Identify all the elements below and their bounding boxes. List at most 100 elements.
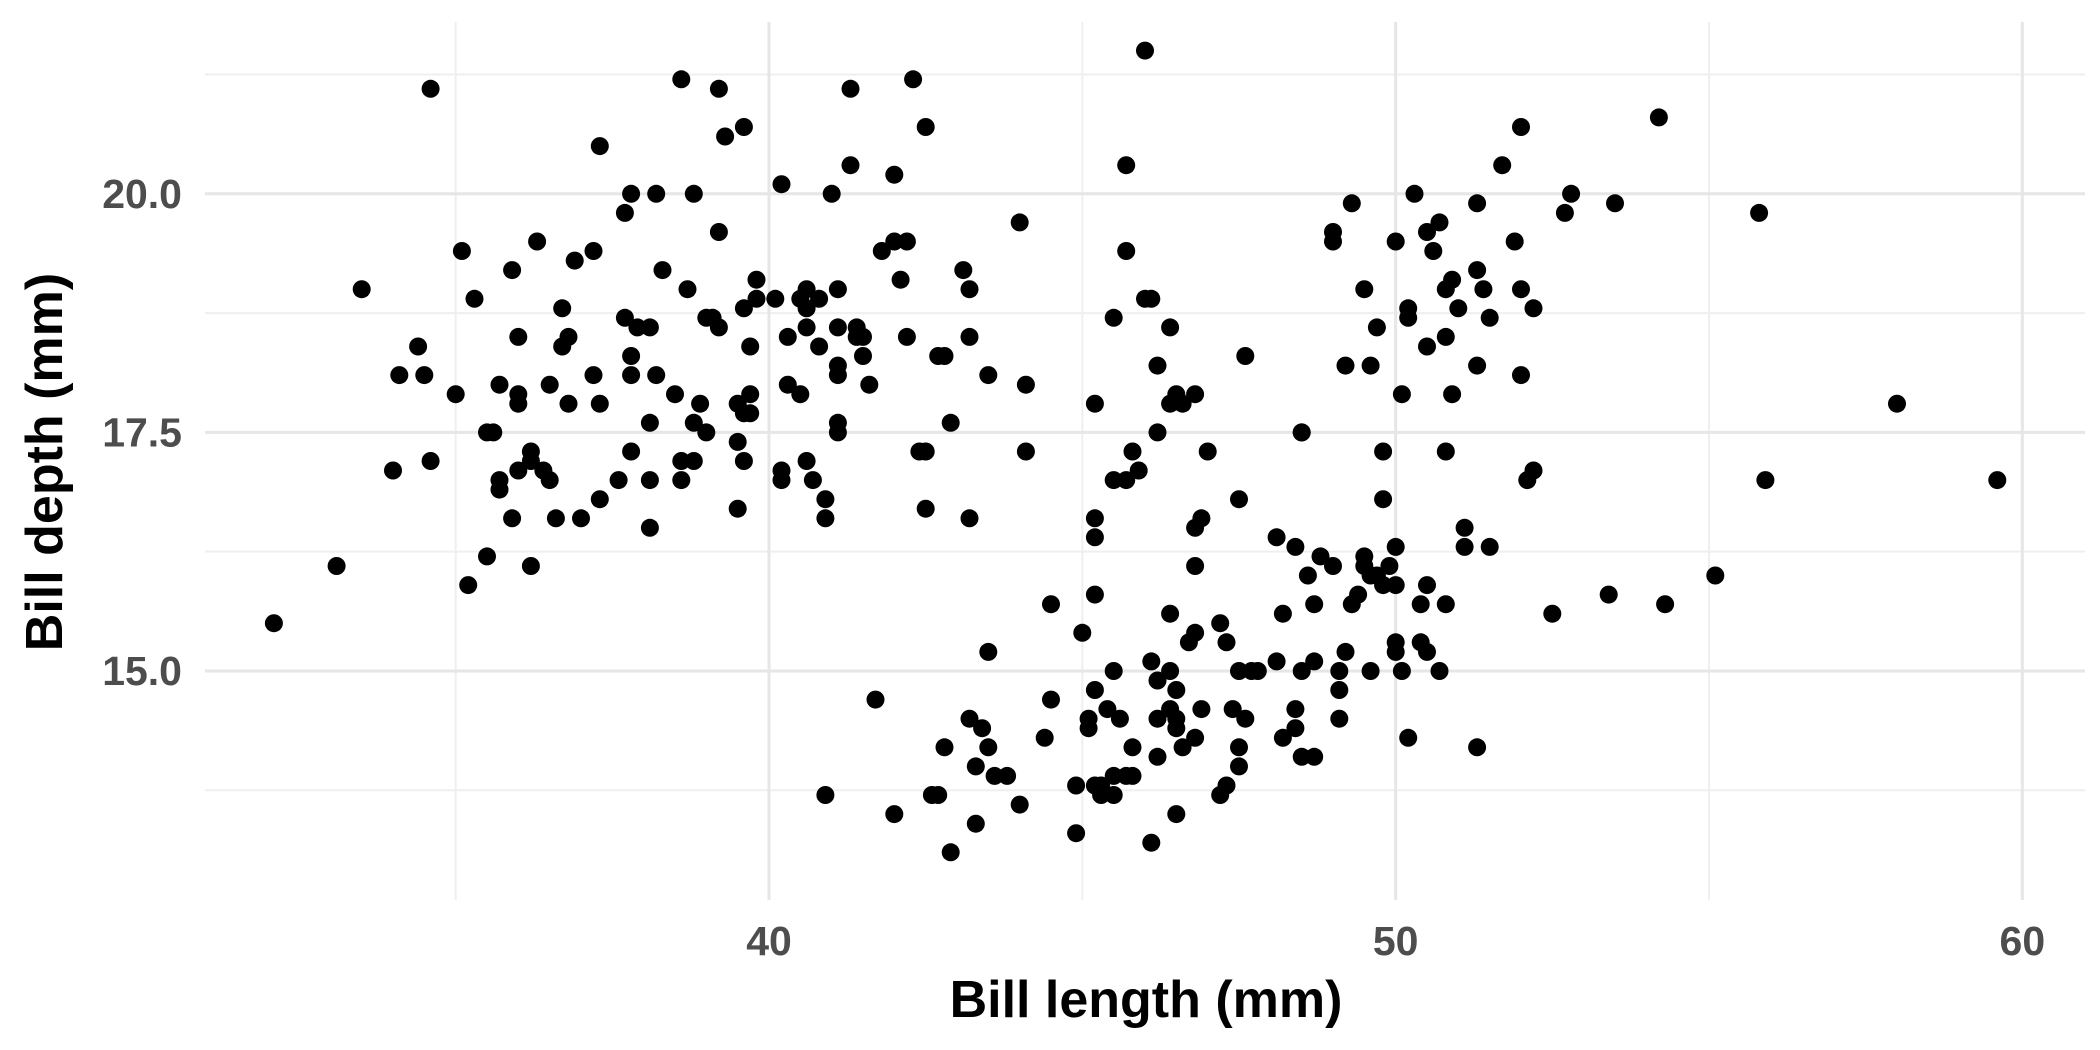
- y-tick-label: 17.5: [102, 409, 182, 455]
- data-point: [854, 327, 872, 346]
- data-point: [935, 738, 954, 757]
- data-point: [1988, 471, 2007, 490]
- data-point: [1104, 308, 1123, 327]
- data-point: [1161, 604, 1180, 623]
- data-point: [816, 509, 835, 528]
- data-point: [1468, 194, 1487, 213]
- data-point: [465, 289, 484, 308]
- data-point: [960, 280, 979, 299]
- data-point: [540, 471, 559, 490]
- data-point: [1474, 280, 1493, 299]
- data-point: [1424, 242, 1443, 260]
- data-point: [866, 690, 885, 709]
- data-point: [1555, 203, 1574, 222]
- data-point: [628, 318, 647, 337]
- data-point: [904, 70, 923, 89]
- data-point: [1286, 537, 1305, 556]
- data-point: [1305, 747, 1324, 766]
- data-point: [590, 394, 609, 413]
- data-point: [791, 385, 810, 404]
- data-point: [1449, 299, 1468, 318]
- data-point: [1386, 576, 1405, 595]
- data-point: [1167, 681, 1186, 699]
- data-point: [1085, 528, 1104, 547]
- data-point: [1148, 423, 1167, 442]
- data-point: [1292, 423, 1311, 442]
- data-point: [1298, 566, 1317, 585]
- data-point: [484, 423, 503, 442]
- data-point: [897, 327, 916, 346]
- data-point: [1117, 156, 1136, 175]
- data-point: [828, 280, 847, 299]
- x-tick-label: 50: [1373, 918, 1419, 964]
- data-point: [1361, 356, 1380, 375]
- data-point: [1468, 261, 1487, 280]
- data-point: [1599, 585, 1618, 604]
- data-point: [954, 261, 973, 280]
- data-point: [816, 786, 835, 804]
- data-point: [1198, 442, 1217, 461]
- y-axis-title: Bill depth (mm): [16, 273, 74, 651]
- data-point: [854, 347, 872, 365]
- data-point: [860, 375, 879, 394]
- data-point: [1286, 719, 1305, 738]
- data-point: [590, 137, 609, 156]
- data-point: [1273, 604, 1292, 623]
- data-point: [584, 242, 603, 260]
- data-point: [1292, 662, 1311, 680]
- data-point: [810, 289, 829, 308]
- data-point: [916, 118, 935, 136]
- data-point: [810, 337, 829, 356]
- data-point: [916, 442, 935, 461]
- data-point: [897, 232, 916, 251]
- data-point: [421, 79, 440, 98]
- data-point: [1016, 442, 1035, 461]
- data-point: [384, 461, 402, 480]
- data-point: [1480, 537, 1499, 556]
- data-point: [1392, 385, 1411, 404]
- data-point: [653, 261, 672, 280]
- data-point: [684, 452, 703, 470]
- data-point: [640, 318, 659, 337]
- data-point: [1186, 623, 1205, 642]
- data-point: [841, 79, 860, 98]
- data-point: [797, 280, 816, 299]
- data-point: [640, 518, 659, 537]
- data-point: [421, 452, 440, 470]
- data-point: [1543, 604, 1562, 623]
- data-point: [509, 327, 528, 346]
- data-point: [640, 413, 659, 432]
- data-point: [622, 442, 641, 461]
- data-point: [1123, 442, 1142, 461]
- x-tick-label: 60: [2000, 918, 2046, 964]
- data-point: [1142, 833, 1161, 852]
- data-point: [1142, 652, 1161, 671]
- data-point: [747, 270, 766, 289]
- data-point: [572, 509, 590, 528]
- data-point: [1129, 461, 1148, 480]
- data-point: [1888, 394, 1906, 413]
- data-point: [1512, 366, 1530, 385]
- data-point: [885, 165, 904, 184]
- data-point: [1161, 662, 1180, 680]
- data-point: [803, 471, 822, 490]
- data-point: [1230, 738, 1248, 757]
- data-point: [590, 490, 609, 509]
- data-point: [929, 786, 948, 804]
- data-point: [1173, 738, 1192, 757]
- data-point: [1480, 308, 1499, 327]
- data-point: [1085, 394, 1104, 413]
- data-point: [503, 509, 522, 528]
- data-point: [1286, 700, 1305, 719]
- data-point: [478, 547, 496, 566]
- data-point: [1436, 327, 1455, 346]
- data-point: [553, 337, 572, 356]
- data-point: [1273, 728, 1292, 747]
- data-point: [1067, 776, 1086, 795]
- data-point: [973, 719, 992, 738]
- data-point: [1336, 642, 1355, 661]
- data-point: [1092, 786, 1111, 804]
- data-point: [709, 79, 728, 98]
- data-point: [1248, 662, 1267, 680]
